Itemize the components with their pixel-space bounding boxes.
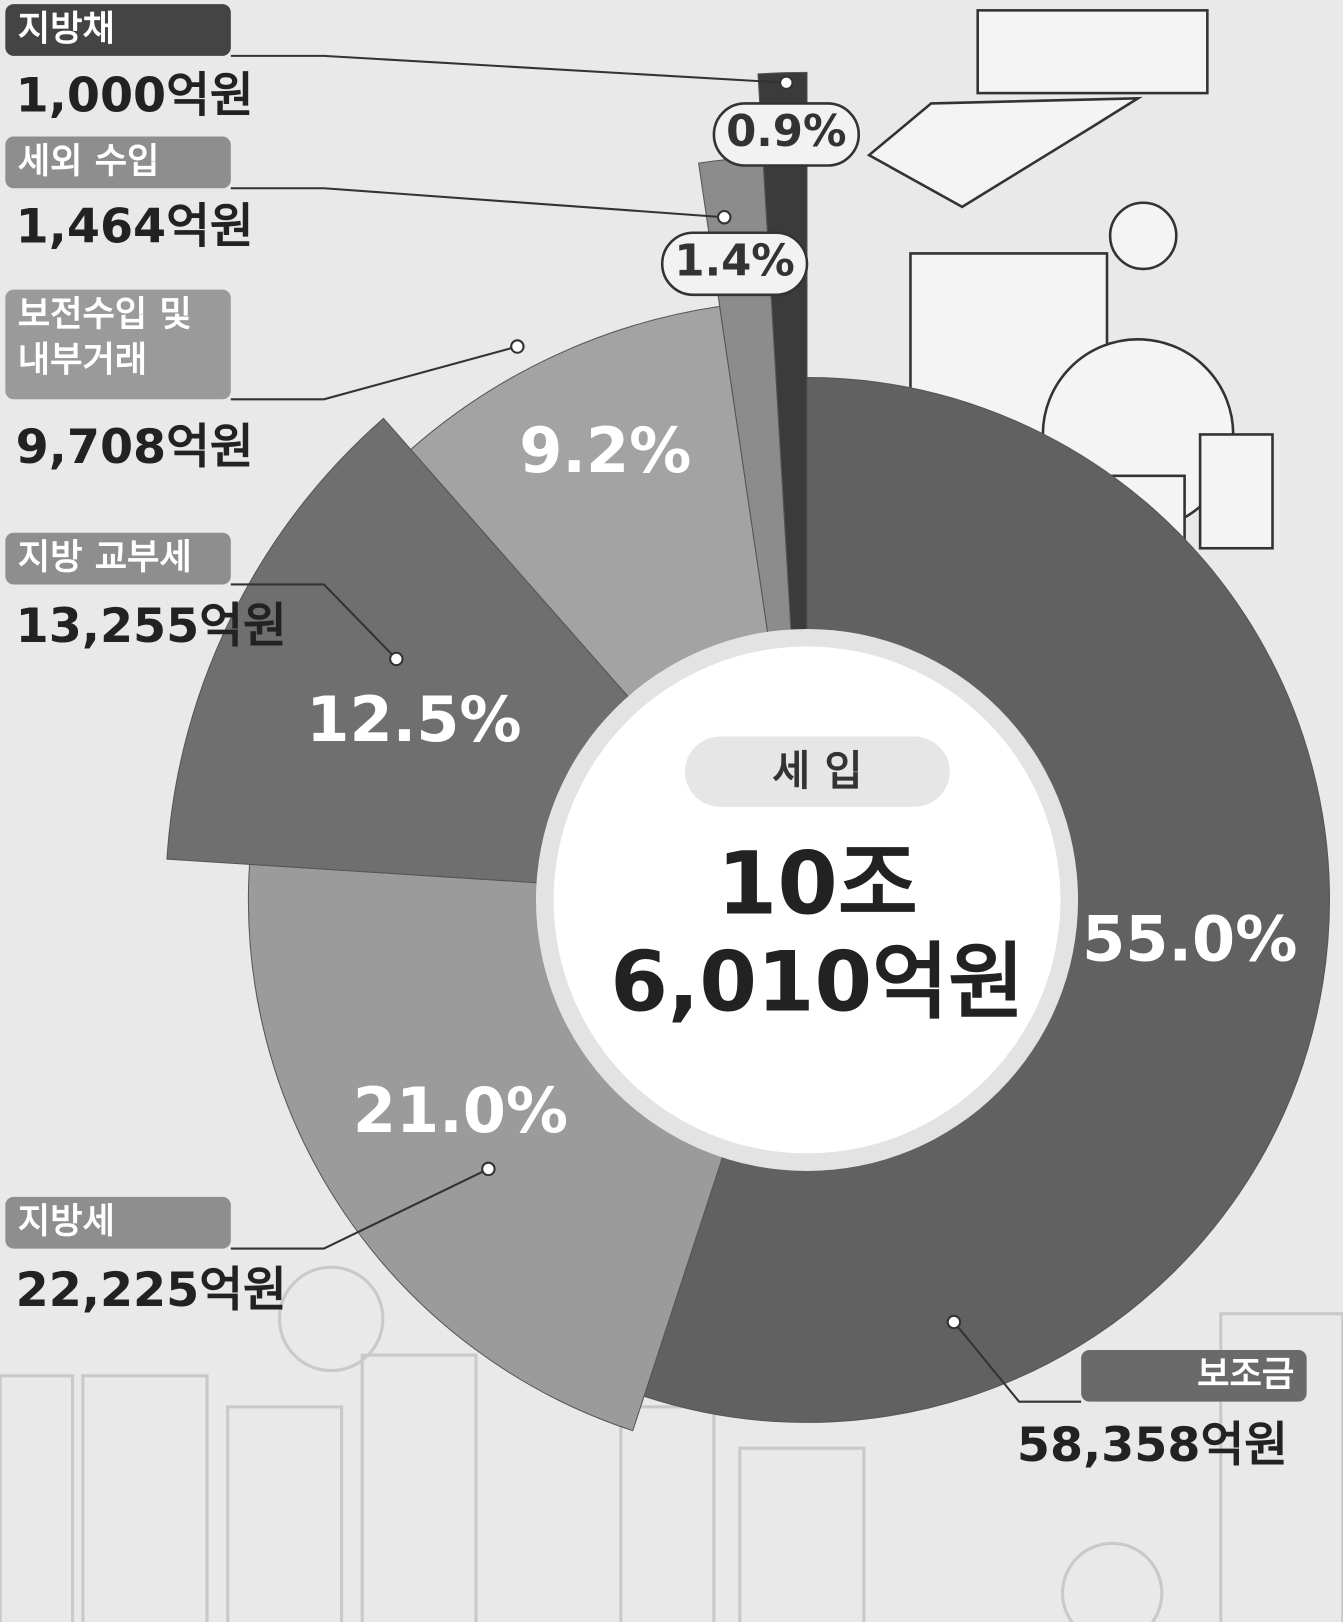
category-label: 보조금 <box>1197 1354 1295 1396</box>
share-pill <box>712 102 861 167</box>
share-label: 9.2% <box>519 414 691 487</box>
center-label: 세 입 <box>772 747 863 795</box>
share-label: 0.9% <box>726 107 846 157</box>
leader-line <box>230 54 787 84</box>
category-label: 보전수입 및 내부거래 <box>17 293 192 381</box>
leader-dot <box>946 1314 962 1330</box>
category-box <box>1081 1349 1307 1402</box>
share-label: 1.4% <box>674 236 794 286</box>
category-box <box>5 136 231 189</box>
center-label-pill <box>684 736 950 807</box>
leader-line <box>230 187 725 219</box>
category-label: 지방 교부세 <box>17 536 192 579</box>
category-label-wrap: 보전수입 및 내부거래 <box>17 293 192 381</box>
center-value: 6,010억원 <box>610 933 1024 1030</box>
leader-dot <box>717 209 732 225</box>
leader-dot <box>779 75 794 90</box>
category-label: 세외 수입 <box>17 140 160 183</box>
leader-line <box>230 583 398 660</box>
category-label: 지방세 <box>17 1200 115 1243</box>
category-label: 지방채 <box>17 8 115 50</box>
category-box <box>5 289 231 400</box>
leader-dot <box>389 651 404 667</box>
share-label: 55.0% <box>1082 902 1297 975</box>
amount-label: 9,708억원 <box>16 420 254 475</box>
leader-dot <box>481 1161 496 1177</box>
category-label-wrap: 보조금 <box>1197 1354 1295 1396</box>
share-label: 12.5% <box>306 683 521 756</box>
center-value: 10조 <box>717 834 918 935</box>
category-box <box>5 1196 231 1249</box>
category-label-wrap: 지방세 <box>17 1200 115 1243</box>
category-box <box>5 532 231 585</box>
leader-line <box>230 345 518 401</box>
share-pill <box>660 231 809 297</box>
leader-line <box>953 1321 1082 1403</box>
leader-line <box>230 1167 489 1250</box>
share-label: 21.0% <box>353 1074 568 1147</box>
category-box <box>5 4 231 56</box>
amount-label: 13,255억원 <box>16 599 287 654</box>
amount-label: 1,464억원 <box>16 200 254 255</box>
amount-label: 58,358억원 <box>1017 1418 1288 1473</box>
category-label-wrap: 지방채 <box>17 8 115 50</box>
leader-dot <box>510 339 525 354</box>
category-label-wrap: 지방 교부세 <box>17 536 192 579</box>
category-label-wrap: 세외 수입 <box>17 140 160 183</box>
amount-label: 22,225억원 <box>16 1263 287 1318</box>
amount-label: 1,000억원 <box>16 68 254 123</box>
